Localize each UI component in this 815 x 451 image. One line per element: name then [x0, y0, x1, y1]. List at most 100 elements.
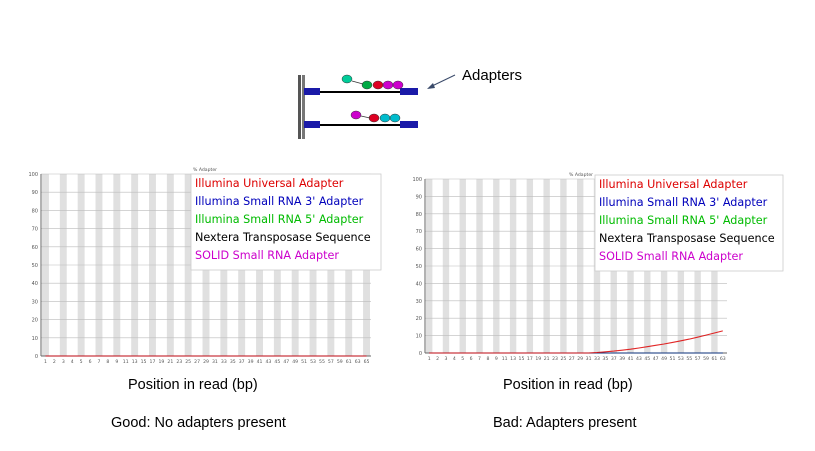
x-axis-caption-bad: Position in read (bp) [503, 377, 633, 393]
diagram-arrow-head [427, 83, 435, 89]
x-tick-label: 23 [176, 359, 182, 365]
diagram-bar [302, 75, 305, 139]
legend-entry: Illumina Small RNA 3' Adapter [599, 196, 768, 209]
y-tick-label: 0 [419, 351, 422, 357]
verdict-bad: Bad: Adapters present [493, 415, 637, 431]
x-tick-label: 53 [678, 356, 684, 362]
x-tick-label: 37 [239, 359, 245, 365]
x-tick-label: 55 [319, 359, 325, 365]
x-tick-label: 1 [428, 356, 431, 362]
x-tick-label: 47 [283, 359, 289, 365]
diagram-label: Adapters [462, 67, 522, 84]
diagram-adapter-right [400, 88, 418, 95]
x-tick-label: 3 [62, 359, 65, 365]
diagram-adapter-left [304, 88, 320, 95]
x-axis-caption-good: Position in read (bp) [128, 377, 258, 393]
x-tick-label: 43 [636, 356, 642, 362]
diagram-bar [298, 75, 301, 139]
x-tick-label: 57 [695, 356, 701, 362]
x-tick-label: 45 [644, 356, 650, 362]
x-tick-label: 2 [53, 359, 56, 365]
x-tick-label: 41 [257, 359, 263, 365]
diagram-bead-link [360, 115, 371, 119]
y-tick-label: 60 [416, 247, 422, 253]
x-tick-label: 13 [510, 356, 516, 362]
x-tick-label: 51 [301, 359, 307, 365]
y-tick-label: 100 [412, 177, 422, 183]
y-tick-label: 100 [28, 172, 38, 178]
x-tick-label: 15 [519, 356, 525, 362]
x-tick-label: 57 [328, 359, 334, 365]
x-tick-label: 37 [611, 356, 617, 362]
legend-entry: Illumina Universal Adapter [195, 177, 344, 190]
y-tick-label: 50 [32, 263, 38, 269]
legend-entry: Illumina Small RNA 5' Adapter [599, 214, 768, 227]
legend-entry: Nextera Transposase Sequence [195, 231, 371, 244]
legend-entry: SOLID Small RNA Adapter [599, 250, 743, 263]
y-tick-label: 60 [32, 245, 38, 251]
x-tick-label: 31 [586, 356, 592, 362]
diagram-bead [341, 74, 353, 84]
x-tick-label: 59 [703, 356, 709, 362]
x-tick-label: 43 [266, 359, 272, 365]
diagram-beads [341, 74, 404, 123]
x-tick-label: 29 [203, 359, 209, 365]
x-tick-label: 41 [628, 356, 634, 362]
x-tick-label: 11 [502, 356, 508, 362]
y-tick-label: 30 [416, 299, 422, 305]
diagram-bead [392, 80, 404, 90]
x-tick-label: 35 [602, 356, 608, 362]
y-tick-label: 90 [416, 194, 422, 200]
x-tick-label: 39 [248, 359, 254, 365]
diagram-bead [379, 113, 391, 123]
x-tick-label: 19 [158, 359, 164, 365]
x-tick-label: 25 [185, 359, 191, 365]
y-tick-label: 70 [32, 227, 38, 233]
legend-entry: Illumina Universal Adapter [599, 178, 748, 191]
chart-title: % Adapter [569, 172, 593, 178]
legend-entry: Illumina Small RNA 5' Adapter [195, 213, 364, 226]
diagram-bead [368, 113, 380, 123]
x-tick-label: 39 [619, 356, 625, 362]
chart-title: % Adapter [193, 167, 217, 173]
x-tick-label: 17 [150, 359, 156, 365]
y-tick-label: 30 [32, 299, 38, 305]
x-tick-label: 21 [167, 359, 173, 365]
y-tick-label: 70 [416, 229, 422, 235]
x-tick-label: 31 [212, 359, 218, 365]
x-tick-label: 13 [132, 359, 138, 365]
diagram-arrow-shaft [429, 74, 456, 88]
diagram-bead-link [351, 80, 364, 85]
y-tick-label: 80 [32, 208, 38, 214]
x-tick-label: 4 [453, 356, 456, 362]
legend-entry: SOLID Small RNA Adapter [195, 249, 339, 262]
x-tick-label: 8 [106, 359, 109, 365]
x-tick-label: 7 [478, 356, 481, 362]
x-tick-label: 49 [292, 359, 298, 365]
y-tick-label: 20 [32, 318, 38, 324]
x-tick-label: 1 [44, 359, 47, 365]
x-tick-label: 45 [274, 359, 280, 365]
x-tick-label: 59 [337, 359, 343, 365]
diagram-adapter-right [400, 121, 418, 128]
x-tick-label: 65 [364, 359, 370, 365]
x-tick-label: 7 [98, 359, 101, 365]
y-tick-label: 50 [416, 264, 422, 270]
x-tick-label: 63 [355, 359, 361, 365]
x-tick-label: 4 [71, 359, 74, 365]
x-tick-label: 2 [436, 356, 439, 362]
y-tick-label: 80 [416, 212, 422, 218]
legend-entry: Illumina Small RNA 3' Adapter [195, 195, 364, 208]
diagram-adapter-left [304, 121, 320, 128]
verdict-good: Good: No adapters present [111, 415, 286, 431]
series-line-0 [429, 330, 723, 354]
x-tick-label: 51 [670, 356, 676, 362]
x-tick-label: 19 [535, 356, 541, 362]
x-tick-label: 33 [221, 359, 227, 365]
x-tick-label: 47 [653, 356, 659, 362]
x-tick-label: 15 [141, 359, 147, 365]
x-tick-label: 17 [527, 356, 533, 362]
y-tick-label: 0 [35, 354, 38, 360]
